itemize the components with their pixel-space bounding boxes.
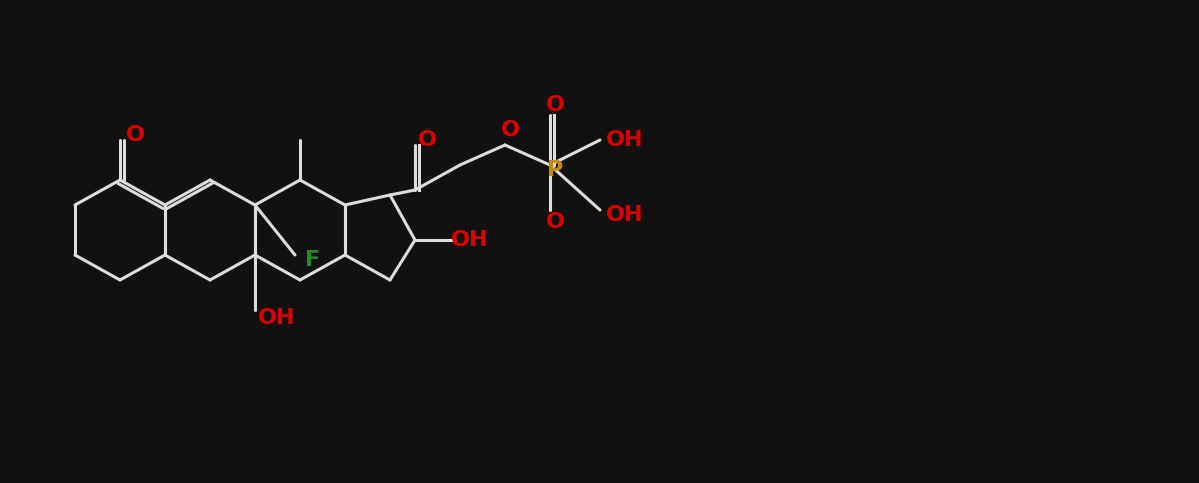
Text: O: O (546, 95, 565, 115)
Text: O: O (126, 125, 145, 145)
Text: OH: OH (607, 205, 644, 225)
Text: OH: OH (451, 230, 489, 250)
Text: O: O (500, 120, 519, 140)
Text: OH: OH (607, 130, 644, 150)
Text: F: F (306, 250, 320, 270)
Text: O: O (417, 130, 436, 150)
Text: P: P (547, 160, 564, 180)
Text: O: O (546, 212, 565, 232)
Text: OH: OH (258, 308, 296, 328)
